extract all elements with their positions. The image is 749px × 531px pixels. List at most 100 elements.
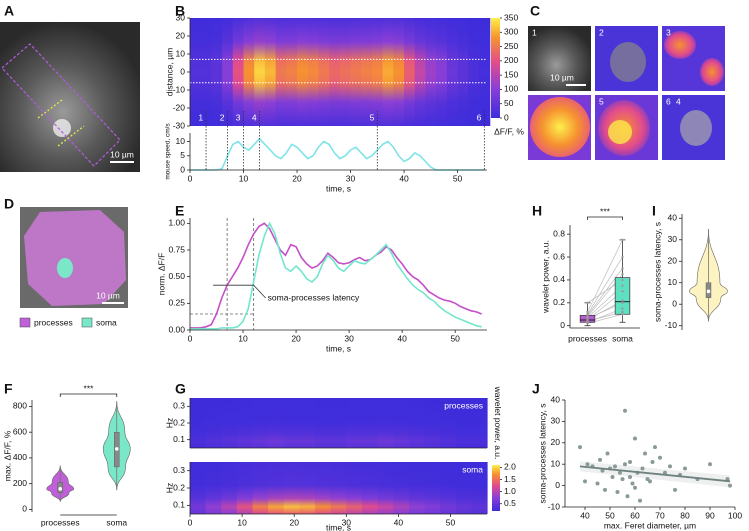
heatmap-column (283, 398, 301, 448)
x-axis-label: time, s (326, 522, 351, 531)
heatmap-column (252, 398, 269, 448)
y-tick-label: 0.50 (168, 271, 185, 281)
heatmap-column (414, 18, 427, 126)
x-tick-label: 70 (655, 510, 665, 520)
point (621, 299, 624, 302)
event-label: 3 (236, 112, 241, 122)
point (668, 464, 672, 469)
heatmap-column (200, 18, 213, 126)
heatmap-column (232, 18, 245, 126)
point (728, 483, 732, 488)
point (628, 460, 632, 465)
point (603, 487, 607, 492)
tile-blob (680, 110, 712, 146)
heatmap-column (330, 398, 347, 448)
heatmap-column (254, 18, 266, 126)
point (663, 470, 667, 475)
heatmap-column (425, 18, 437, 126)
heatmap-column (361, 398, 379, 448)
heatmap-column (436, 18, 448, 126)
point (653, 445, 657, 450)
y-tick-label: 0.6 (553, 251, 565, 261)
event-label: 5 (370, 112, 375, 122)
y-tick-label: 200 (13, 478, 27, 488)
y-tick-label: -20 (173, 102, 186, 112)
point (658, 455, 662, 460)
heatmap-column (299, 462, 316, 514)
processes-mask (24, 210, 126, 306)
point (586, 301, 589, 305)
point (633, 485, 637, 490)
point (623, 408, 627, 413)
tile-blob (608, 120, 632, 144)
point (621, 301, 624, 305)
heatmap-column (440, 462, 457, 514)
series-label: processes (444, 400, 483, 410)
point (605, 451, 610, 456)
heatmap-column (190, 462, 207, 514)
point (621, 290, 624, 293)
event-label: 2 (220, 112, 225, 122)
series-label: soma (462, 464, 483, 474)
heatmap-column (221, 462, 238, 514)
heatmap-column (190, 398, 207, 448)
heatmap-column (440, 398, 457, 448)
point (673, 487, 677, 492)
point (610, 475, 615, 480)
colorbar-tick-label: 0 (504, 112, 509, 122)
heatmap-column (264, 18, 277, 126)
heatmap-column (211, 18, 223, 126)
colorbar-tick-label: 350 (504, 12, 518, 22)
heatmap-column (346, 398, 363, 448)
colorbar-tick-label: 200 (504, 55, 518, 65)
tile-label: 4 (676, 96, 681, 106)
y-tick-label: 800 (13, 401, 27, 411)
heatmap-column (361, 462, 379, 514)
y-axis-label: Hz (164, 483, 174, 493)
point (621, 255, 624, 259)
heatmap-column (330, 462, 347, 514)
point (633, 436, 637, 441)
x-tick-label: soma (106, 517, 127, 527)
heatmap-column (455, 398, 472, 448)
heatmap-column (424, 398, 441, 448)
x-tick-label: 0 (188, 173, 193, 183)
heatmap-column (371, 18, 384, 126)
point (586, 316, 589, 319)
x-axis-label: time, s (326, 183, 351, 193)
y-tick-label: 0 (180, 164, 185, 174)
point (630, 481, 635, 486)
annotation: soma-processes latency (268, 292, 360, 302)
legend-label: processes (34, 317, 73, 327)
colorbar-tick-label: 150 (504, 69, 518, 79)
point (586, 314, 589, 317)
median-dot (114, 447, 119, 451)
x-tick-label: 10 (237, 517, 247, 527)
soma-mask (57, 258, 73, 278)
tile-blob (610, 42, 646, 82)
x-tick-label: 20 (292, 173, 302, 183)
colorbar-tick-label: 1.5 (504, 474, 516, 484)
series-line (190, 221, 482, 330)
scale-label: 10 µm (110, 149, 134, 159)
y-tick-label: 0.2 (173, 417, 185, 427)
heatmap-column (455, 462, 472, 514)
heatmap-column (236, 398, 254, 448)
colorbar-tick-label: 2.0 (504, 462, 516, 472)
y-tick-label: 0 (180, 66, 185, 76)
x-tick-label: processes (41, 517, 80, 527)
y-axis-label: soma-processes latency, s (537, 404, 547, 504)
heatmap-column (315, 398, 332, 448)
colorbar-tick-label: 300 (504, 27, 518, 37)
heatmap-column (377, 398, 394, 448)
y-tick-label: 0 (672, 298, 677, 308)
point (583, 479, 587, 484)
tile-label: 6 (666, 96, 671, 106)
point (621, 267, 624, 270)
y-tick-label: -10 (173, 84, 186, 94)
point (600, 468, 605, 473)
heatmap-column (393, 18, 405, 126)
panel-letter: B (175, 3, 185, 19)
